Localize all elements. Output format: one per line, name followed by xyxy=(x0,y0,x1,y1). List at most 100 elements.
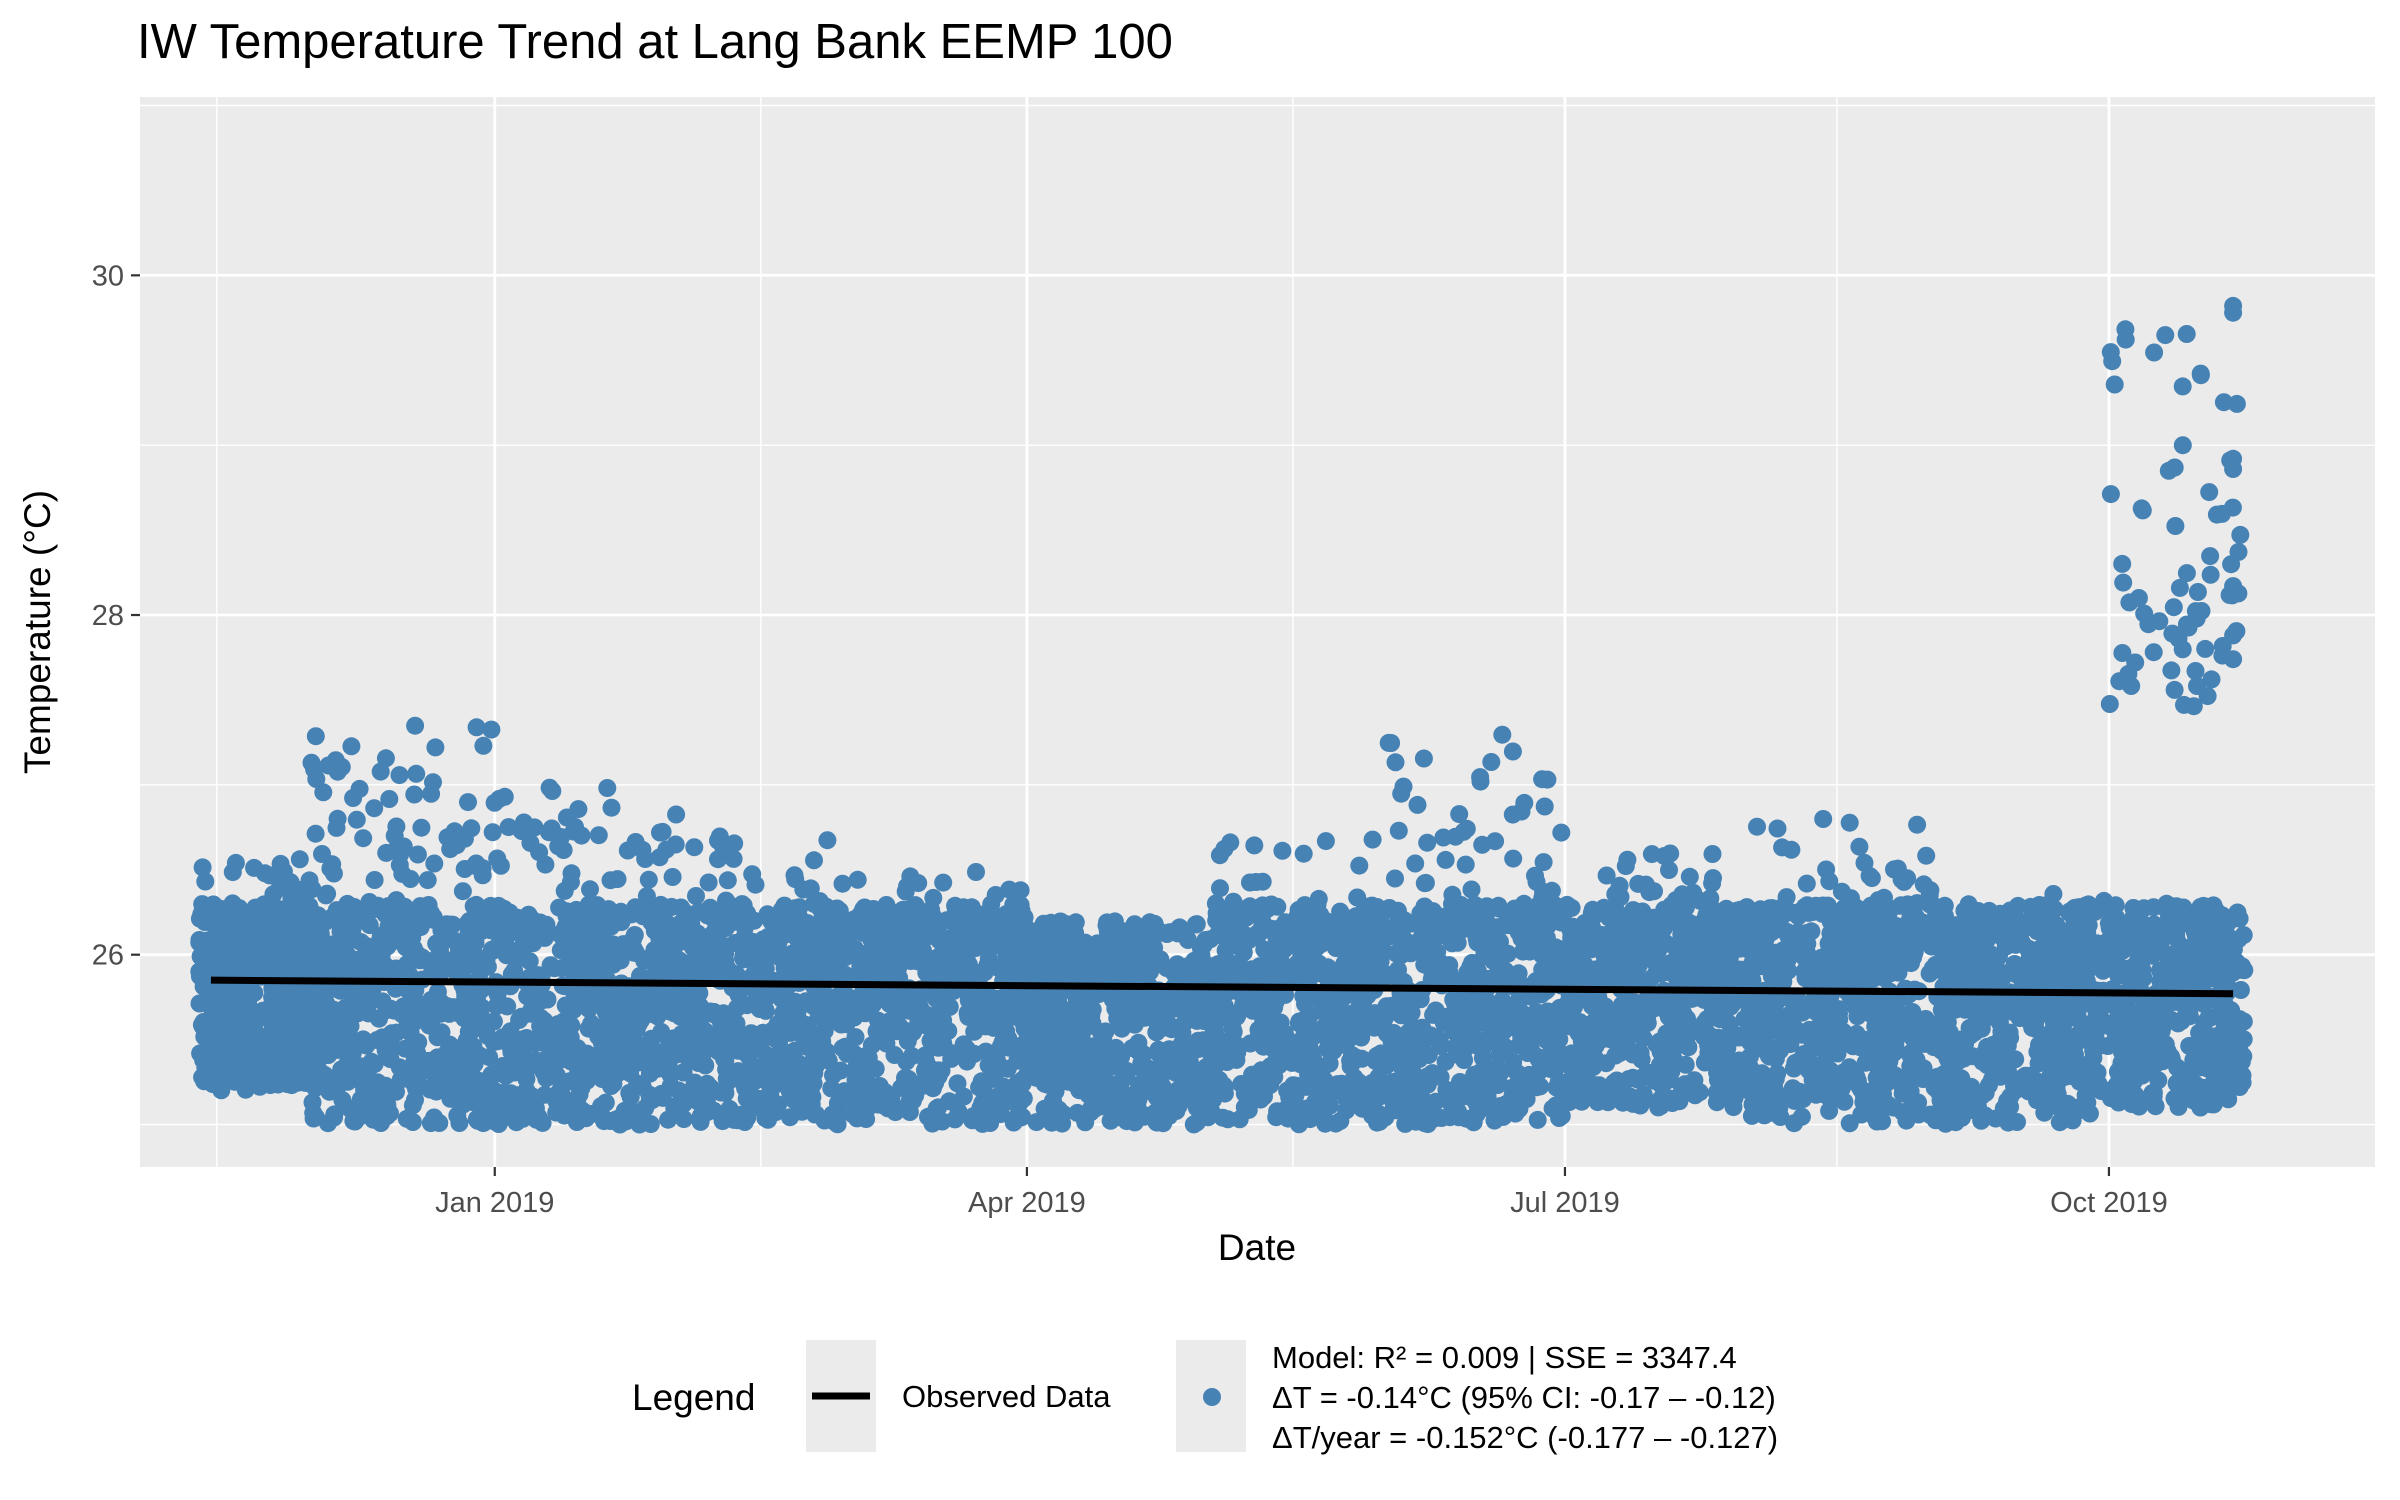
data-point xyxy=(877,903,896,922)
data-point xyxy=(1489,965,1508,984)
data-point xyxy=(510,1011,529,1029)
data-point xyxy=(470,1083,489,1102)
data-point xyxy=(905,912,924,931)
data-point xyxy=(426,738,445,757)
data-point xyxy=(629,1053,648,1072)
data-point xyxy=(721,896,740,915)
data-point xyxy=(1450,805,1469,824)
data-point xyxy=(1204,1073,1223,1092)
data-point xyxy=(918,1069,937,1088)
data-point xyxy=(1234,993,1253,1012)
data-point xyxy=(897,1052,916,1071)
data-point xyxy=(260,938,279,957)
data-point xyxy=(538,990,557,1009)
data-point xyxy=(862,1036,881,1055)
data-point xyxy=(1486,832,1505,851)
data-point xyxy=(1635,939,1654,958)
data-point xyxy=(687,887,705,905)
data-point xyxy=(324,939,343,958)
data-point xyxy=(1268,897,1287,916)
data-point xyxy=(1651,1090,1670,1109)
data-point xyxy=(1186,915,1205,934)
data-point xyxy=(1415,874,1434,893)
data-point xyxy=(1208,1008,1227,1027)
data-point xyxy=(793,965,812,984)
data-point xyxy=(494,1085,513,1104)
data-point xyxy=(772,1057,791,1075)
data-point xyxy=(930,931,949,950)
data-point xyxy=(421,1079,439,1098)
data-point xyxy=(464,1037,483,1056)
data-point xyxy=(987,931,1005,950)
data-point xyxy=(410,951,429,970)
data-point xyxy=(1379,733,1398,752)
data-point xyxy=(328,1077,347,1096)
data-point xyxy=(1240,897,1259,916)
data-point xyxy=(1225,955,1244,974)
data-point xyxy=(1067,1052,1086,1071)
data-point xyxy=(1443,934,1462,953)
data-point xyxy=(1314,1018,1333,1037)
data-point xyxy=(401,929,420,948)
data-point xyxy=(1113,1105,1132,1124)
data-point xyxy=(790,908,809,926)
chart-title: IW Temperature Trend at Lang Bank EEMP 1… xyxy=(137,15,1173,69)
data-point xyxy=(303,1093,322,1112)
data-point xyxy=(1408,795,1427,814)
data-point xyxy=(833,874,852,893)
data-point xyxy=(633,1078,652,1097)
data-point xyxy=(1295,896,1314,915)
data-point xyxy=(540,778,559,797)
data-point xyxy=(1535,916,1554,935)
data-point xyxy=(1456,855,1475,874)
data-point xyxy=(462,1022,481,1041)
data-point xyxy=(306,824,325,843)
data-point xyxy=(793,1102,811,1121)
data-point xyxy=(1010,920,1029,939)
data-point xyxy=(1094,1031,1113,1050)
data-point xyxy=(1050,1107,1069,1126)
data-point xyxy=(1724,1098,1743,1117)
data-point xyxy=(589,826,608,845)
data-point xyxy=(1489,896,1508,915)
data-point xyxy=(387,959,405,978)
data-point xyxy=(1690,1019,1709,1037)
data-point xyxy=(496,932,515,951)
data-point xyxy=(313,1013,332,1032)
data-point xyxy=(342,985,361,1004)
data-point xyxy=(1465,895,1484,914)
data-point xyxy=(191,966,210,985)
data-point xyxy=(445,956,464,975)
data-point xyxy=(468,1111,487,1130)
data-point xyxy=(422,1012,441,1031)
data-point xyxy=(1232,1075,1251,1093)
data-point xyxy=(1117,993,1136,1012)
data-point xyxy=(1629,917,1647,936)
data-point xyxy=(223,863,242,882)
data-point xyxy=(1044,1091,1062,1110)
data-point xyxy=(1563,1067,1582,1086)
data-point xyxy=(752,992,770,1011)
data-point xyxy=(554,841,573,859)
data-point xyxy=(358,1077,377,1096)
data-point xyxy=(1019,1034,1038,1053)
data-point xyxy=(819,1051,838,1070)
data-point xyxy=(616,1043,635,1062)
data-point xyxy=(651,823,669,842)
data-point xyxy=(193,858,212,877)
data-point xyxy=(193,1068,212,1087)
data-point xyxy=(769,1095,788,1114)
data-point xyxy=(1748,817,1766,836)
data-point xyxy=(290,850,309,869)
data-point xyxy=(629,1103,648,1122)
data-point xyxy=(1079,952,1098,971)
data-point xyxy=(590,1062,609,1080)
data-point xyxy=(1650,1032,1669,1051)
data-point xyxy=(342,1030,361,1049)
data-point xyxy=(1267,992,1285,1011)
data-point xyxy=(1284,969,1303,988)
data-point xyxy=(1394,777,1413,796)
data-point xyxy=(1265,1067,1284,1086)
data-point xyxy=(747,1071,765,1090)
data-point xyxy=(466,933,485,952)
